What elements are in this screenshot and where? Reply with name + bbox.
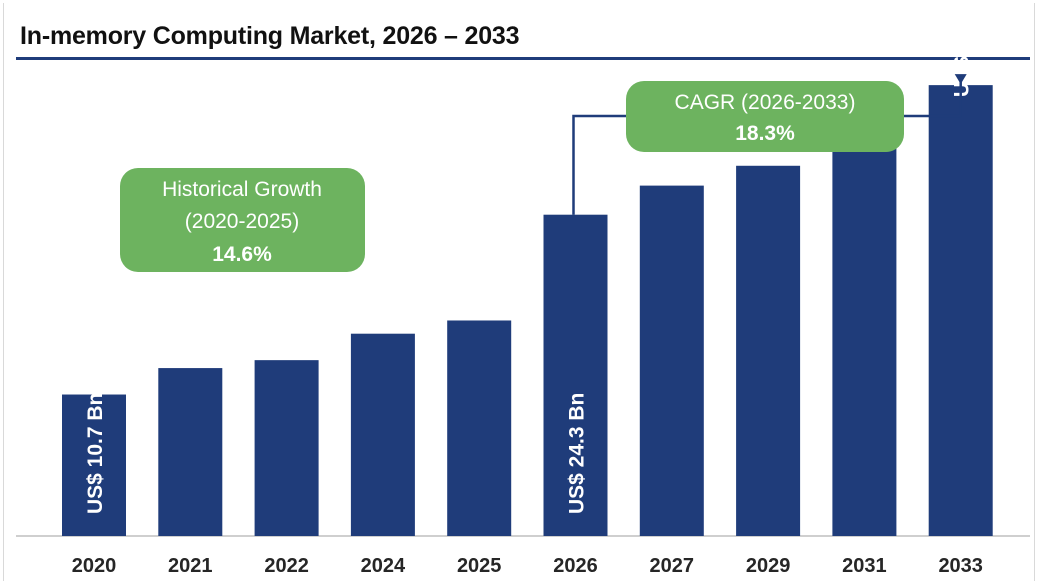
cagr-callout: CAGR (2026-2033) 18.3% (626, 81, 904, 152)
cagr-arrowhead (954, 74, 967, 85)
value-label-2033: US$ 78.8 Bn (951, 0, 974, 97)
value-label-2026: US$ 24.3 Bn (566, 393, 589, 514)
historical-growth-period: (2020-2025) (185, 210, 299, 233)
value-labels: US$ 10.7 Bn US$ 24.3 Bn US$ 78.8 Bn (84, 0, 974, 514)
title-underline (16, 57, 1030, 60)
x-tick-2020: 2020 (72, 555, 117, 577)
chart-title: In-memory Computing Market, 2026 – 2033 (20, 22, 520, 50)
bar-2022 (254, 360, 319, 536)
chart-frame (3, 3, 1035, 581)
cagr-value: 18.3% (735, 122, 795, 145)
bar-2025 (447, 320, 512, 536)
x-tick-2029: 2029 (746, 555, 791, 577)
bar-2020 (62, 394, 126, 536)
historical-growth-callout: Historical Growth (2020-2025) 14.6% (120, 168, 365, 272)
x-tick-2024: 2024 (361, 555, 406, 577)
x-tick-2033: 2033 (938, 555, 983, 577)
bar-2021 (158, 368, 223, 536)
bar-2027 (639, 185, 704, 536)
x-tick-2026: 2026 (553, 555, 598, 577)
bar-2033 (928, 85, 993, 536)
bar-2024 (350, 333, 415, 536)
x-tick-2031: 2031 (842, 555, 887, 577)
historical-growth-value: 14.6% (212, 243, 272, 266)
cagr-bubble (626, 81, 904, 152)
cagr-label: CAGR (2026-2033) (675, 91, 856, 114)
value-label-2020: US$ 10.7 Bn (84, 393, 107, 514)
bar-2026 (543, 214, 608, 536)
bar-2029 (736, 165, 801, 536)
x-tick-2021: 2021 (168, 555, 213, 577)
bars-group (62, 85, 993, 537)
historical-growth-label: Historical Growth (162, 178, 322, 201)
historical-growth-bubble (120, 168, 365, 272)
bar-2031 (832, 124, 897, 537)
x-tick-2022: 2022 (264, 555, 309, 577)
x-tick-2027: 2027 (650, 555, 695, 577)
x-tick-labels: 2020 2021 2022 2024 2025 2026 2027 2029 2031 2033 (72, 555, 983, 577)
x-tick-2025: 2025 (457, 555, 502, 577)
